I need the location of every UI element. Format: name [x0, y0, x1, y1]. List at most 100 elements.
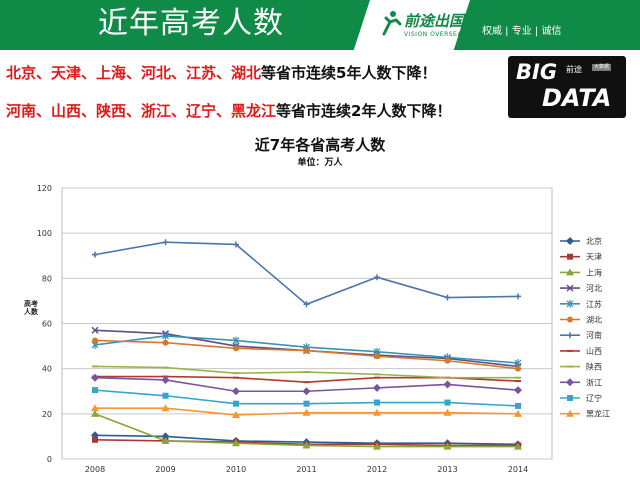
headline-2: 河南、山西、陕西、浙江、辽宁、黑龙江等省市连续2年人数下降！: [6, 101, 451, 121]
x-tick-label: 2012: [367, 465, 387, 474]
data-point: [232, 387, 240, 396]
legend-marker: [567, 332, 573, 339]
badge-brand-text: 前途: [566, 65, 582, 74]
data-point: [92, 387, 98, 394]
badge-data-text: DATA: [542, 84, 612, 112]
brand-logo: 前途出国 VISION OVERSEAS: [380, 8, 472, 42]
legend-marker: [567, 395, 573, 401]
logo-text: 前途出国: [404, 12, 465, 30]
data-point: [373, 383, 381, 392]
x-tick-label: 2014: [508, 465, 528, 474]
y-tick-label: 80: [42, 274, 52, 283]
big-data-badge: BIG 前途 大数据 DATA: [508, 56, 626, 118]
headline-1-provinces: 北京、天津、上海、河北、江苏、湖北: [6, 64, 262, 82]
x-tick-label: 2009: [155, 465, 175, 474]
x-tick-label: 2008: [85, 465, 105, 474]
legend-label: 江苏: [586, 299, 602, 309]
data-point: [443, 380, 452, 389]
data-point: [92, 436, 98, 443]
y-tick-label: 20: [42, 410, 52, 419]
data-point: [444, 399, 451, 406]
page-title: 近年高考人数: [98, 6, 284, 41]
data-point: [162, 239, 169, 246]
data-point: [91, 409, 99, 417]
legend-label: 北京: [586, 236, 602, 246]
headline-2-provinces: 河南、山西、陕西、浙江、辽宁、黑龙江: [6, 102, 277, 120]
data-point: [91, 373, 99, 382]
data-point: [232, 439, 240, 447]
chart-subtitle: 单位：万人: [297, 158, 343, 168]
data-point: [232, 336, 240, 345]
legend-marker: [567, 316, 573, 323]
data-point: [443, 408, 452, 416]
y-tick-label: 120: [37, 184, 52, 193]
data-point: [302, 441, 311, 449]
legend-marker: [567, 253, 573, 260]
data-point: [162, 331, 169, 340]
legend-marker: [566, 409, 574, 417]
data-point: [233, 400, 239, 407]
y-tick-label: 0: [47, 455, 52, 464]
data-point: [91, 326, 99, 334]
data-point: [302, 387, 311, 396]
logo-subtext: VISION OVERSEAS: [404, 31, 467, 38]
legend-label: 辽宁: [586, 393, 602, 403]
data-point: [373, 442, 381, 450]
legend-label: 陕西: [586, 362, 602, 372]
data-point: [162, 392, 169, 399]
data-point: [374, 353, 380, 360]
data-point: [161, 404, 170, 412]
data-point: [91, 404, 99, 412]
data-point: [303, 347, 310, 354]
legend-label: 湖北: [586, 316, 602, 325]
legend-label: 河南: [586, 330, 602, 340]
headline-1-text: 等省市连续5年人数下降！: [261, 64, 437, 82]
y-axis-label: 高考人数: [24, 300, 38, 316]
badge-big-text: BIG: [516, 60, 558, 84]
data-point: [161, 436, 170, 444]
chart-title: 近7年各省高考人数: [254, 136, 386, 154]
legend-label: 河北: [586, 283, 602, 293]
badge-tag-text: 大数据: [592, 64, 612, 71]
data-point: [515, 365, 521, 372]
data-point: [514, 386, 522, 395]
data-point: [443, 442, 452, 450]
legend-label: 黑龙江: [586, 409, 610, 419]
header-tagline: 权威 | 专业 | 诚信: [482, 26, 562, 37]
data-point: [515, 402, 521, 409]
legend-label: 山西: [586, 346, 602, 356]
legend-marker: [566, 237, 574, 245]
legend-marker: [566, 378, 574, 387]
x-tick-label: 2013: [437, 465, 457, 474]
data-point: [233, 241, 239, 248]
data-point: [444, 357, 451, 364]
header-bar: 近年高考人数 前途出国 VISION OVERSEAS 权威 | 专业 | 诚信: [0, 0, 640, 50]
data-point: [514, 442, 522, 450]
legend-label: 上海: [586, 267, 602, 277]
series-line-6: [94, 241, 519, 306]
legend-marker: [566, 284, 574, 292]
data-point: [514, 409, 522, 417]
data-point: [92, 251, 98, 258]
x-tick-label: 2010: [226, 465, 246, 474]
data-point: [162, 339, 169, 346]
y-tick-label: 60: [42, 320, 52, 329]
data-point: [303, 400, 310, 407]
runner-logo-icon: [382, 11, 402, 36]
legend-marker: [566, 299, 574, 308]
data-point: [302, 408, 311, 416]
legend-label: 天津: [586, 252, 602, 262]
y-tick-label: 100: [37, 229, 52, 238]
data-point: [92, 337, 98, 344]
headline-1: 北京、天津、上海、河北、江苏、湖北等省市连续5年人数下降！: [6, 63, 436, 83]
data-point: [373, 408, 381, 416]
y-tick-label: 40: [42, 365, 52, 374]
data-point: [232, 410, 240, 418]
data-point: [161, 375, 170, 384]
data-point: [515, 293, 521, 300]
data-point: [233, 345, 239, 352]
legend-marker: [566, 268, 574, 276]
x-tick-label: 2011: [296, 465, 316, 474]
data-point: [374, 399, 380, 406]
data-point: [444, 294, 451, 301]
